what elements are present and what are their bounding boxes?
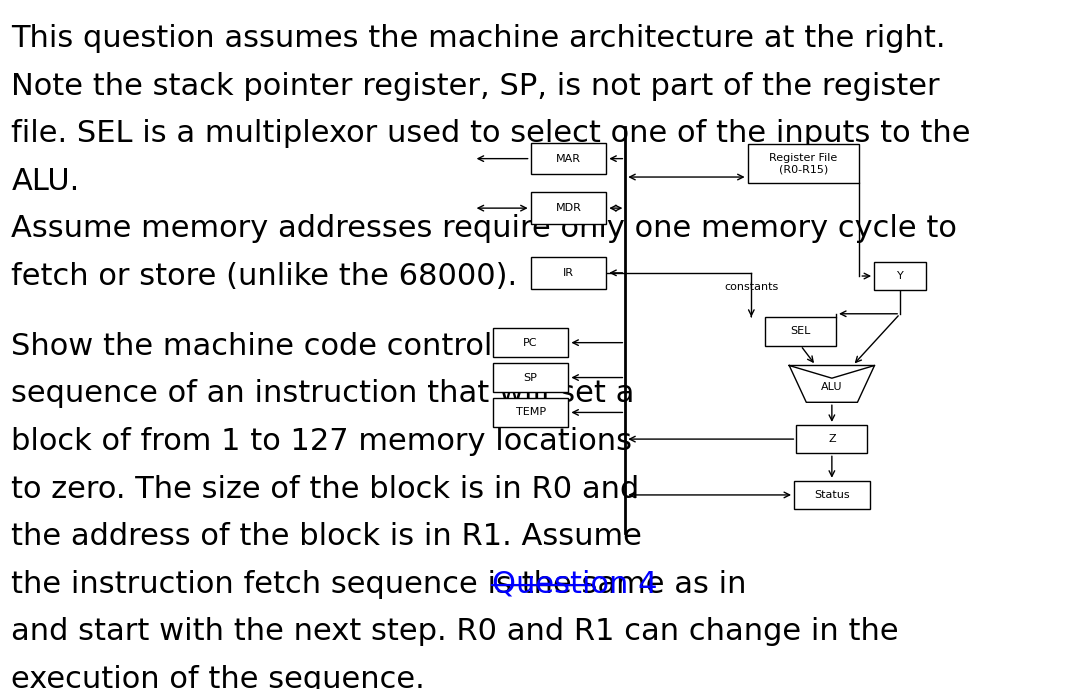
Text: constants: constants xyxy=(725,282,779,292)
FancyBboxPatch shape xyxy=(874,262,927,290)
Text: Assume memory addresses require only one memory cycle to: Assume memory addresses require only one… xyxy=(12,214,957,243)
Text: MDR: MDR xyxy=(555,203,581,213)
Text: MAR: MAR xyxy=(556,154,581,163)
Polygon shape xyxy=(789,365,875,402)
Text: and start with the next step. R0 and R1 can change in the: and start with the next step. R0 and R1 … xyxy=(12,617,899,646)
FancyBboxPatch shape xyxy=(747,144,860,183)
Text: the instruction fetch sequence is the same as in: the instruction fetch sequence is the sa… xyxy=(12,570,757,599)
Text: IR: IR xyxy=(563,268,573,278)
FancyBboxPatch shape xyxy=(796,425,867,453)
FancyBboxPatch shape xyxy=(765,317,836,345)
Text: SEL: SEL xyxy=(791,326,811,336)
Text: Register File
(R0-R15): Register File (R0-R15) xyxy=(769,153,838,174)
Text: sequence of an instruction that will set a: sequence of an instruction that will set… xyxy=(12,380,635,409)
Text: the address of the block is in R1. Assume: the address of the block is in R1. Assum… xyxy=(12,522,643,551)
Text: Status: Status xyxy=(814,490,850,500)
Text: PC: PC xyxy=(524,338,538,348)
Text: Question 4: Question 4 xyxy=(491,570,658,599)
FancyBboxPatch shape xyxy=(794,481,869,509)
Text: This question assumes the machine architecture at the right.: This question assumes the machine archit… xyxy=(12,24,946,53)
Text: TEMP: TEMP xyxy=(515,407,545,418)
Text: Note the stack pointer register, SP, is not part of the register: Note the stack pointer register, SP, is … xyxy=(12,72,940,101)
Text: to zero. The size of the block is in R0 and: to zero. The size of the block is in R0 … xyxy=(12,475,639,504)
Text: execution of the sequence.: execution of the sequence. xyxy=(12,665,426,689)
Text: block of from 1 to 127 memory locations: block of from 1 to 127 memory locations xyxy=(12,427,633,456)
FancyBboxPatch shape xyxy=(492,398,568,426)
Text: ALU.: ALU. xyxy=(12,167,80,196)
FancyBboxPatch shape xyxy=(530,143,606,174)
Text: file. SEL is a multiplexor used to select one of the inputs to the: file. SEL is a multiplexor used to selec… xyxy=(12,119,971,148)
FancyBboxPatch shape xyxy=(530,192,606,224)
Text: Show the machine code control: Show the machine code control xyxy=(12,332,492,361)
FancyBboxPatch shape xyxy=(530,257,606,289)
Text: fetch or store (unlike the 68000).: fetch or store (unlike the 68000). xyxy=(12,262,517,291)
FancyBboxPatch shape xyxy=(492,329,568,357)
Text: ALU: ALU xyxy=(821,382,842,392)
Text: Z: Z xyxy=(828,434,836,444)
Text: Y: Y xyxy=(896,271,904,281)
Text: SP: SP xyxy=(524,373,538,382)
FancyBboxPatch shape xyxy=(492,363,568,392)
